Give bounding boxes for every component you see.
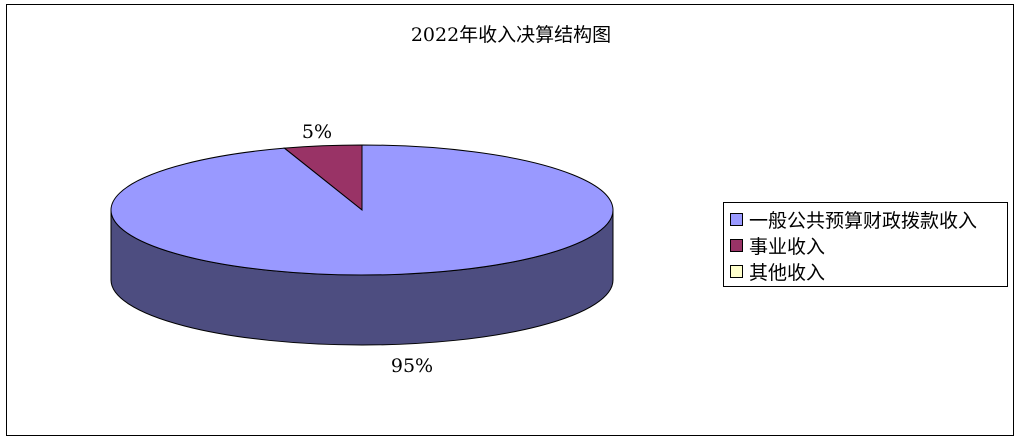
data-label: 95% — [391, 355, 433, 377]
pie-slice — [110, 144, 614, 276]
data-label: 5% — [302, 121, 332, 143]
legend-item: 事业收入 — [730, 232, 1007, 258]
legend-swatch — [730, 264, 743, 278]
legend-item: 其他收入 — [730, 258, 1007, 284]
legend: 一般公共预算财政拨款收入 事业收入 其他收入 — [723, 202, 1008, 287]
chart-frame — [6, 4, 1014, 436]
legend-label: 一般公共预算财政拨款收入 — [749, 209, 978, 232]
legend-swatch — [730, 212, 743, 226]
chart-title: 2022年收入决算结构图 — [410, 24, 612, 46]
legend-label: 其他收入 — [749, 261, 826, 284]
legend-label: 事业收入 — [749, 235, 826, 258]
legend-swatch — [730, 238, 743, 252]
legend-item: 一般公共预算财政拨款收入 — [730, 206, 1007, 232]
